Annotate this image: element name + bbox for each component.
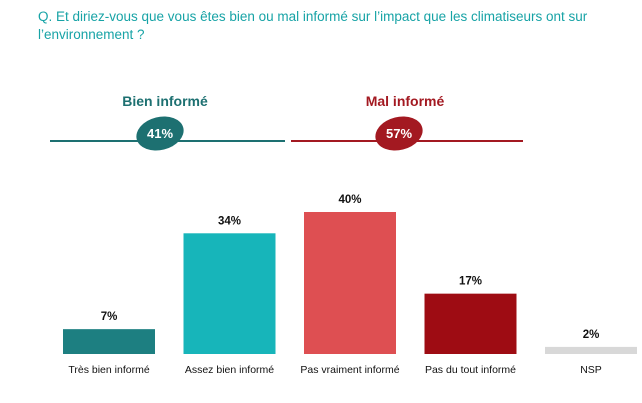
category-label-nsp: NSP	[580, 364, 602, 376]
group-title-mal-informe: Mal informé	[365, 93, 445, 109]
category-label-pas-vraiment-informe: Pas vraiment informé	[300, 364, 399, 376]
bar-value-label-pas-du-tout-informe: 17%	[459, 276, 482, 288]
bar-assez-bien-informe	[183, 233, 276, 354]
bar-value-label-assez-bien-informe: 34%	[218, 215, 241, 227]
bar-value-label-tres-bien-informe: 7%	[101, 311, 118, 323]
bar-nsp	[545, 346, 637, 354]
bar-value-label-nsp: 2%	[583, 329, 600, 341]
category-label-pas-du-tout-informe: Pas du tout informé	[425, 364, 516, 376]
category-label-tres-bien-informe: Très bien informé	[68, 364, 149, 376]
question-text: Q. Et diriez-vous que vous êtes bien ou …	[38, 9, 588, 42]
bar-pas-vraiment-informe	[304, 212, 396, 354]
bar-pas-du-tout-informe	[424, 293, 517, 354]
group-title-bien-informe: Bien informé	[122, 93, 208, 109]
bar-value-label-pas-vraiment-informe: 40%	[338, 194, 361, 206]
bar-tres-bien-informe	[63, 329, 155, 354]
category-label-assez-bien-informe: Assez bien informé	[185, 364, 274, 376]
